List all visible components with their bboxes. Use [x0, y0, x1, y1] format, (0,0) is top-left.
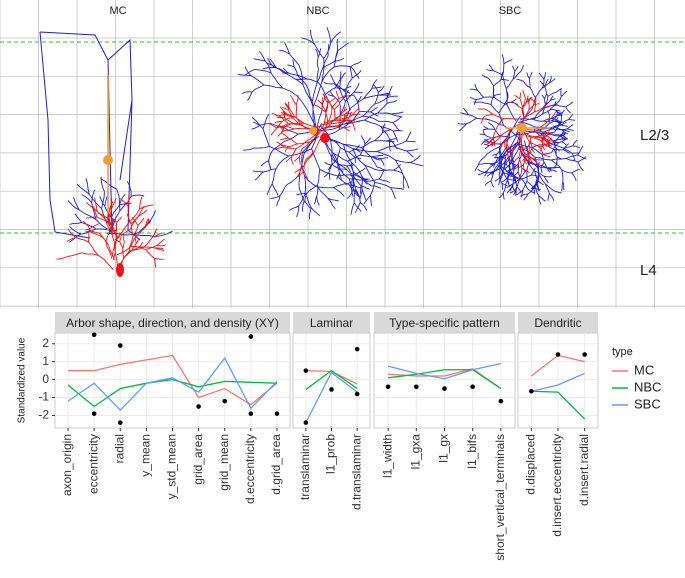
series-line [305, 369, 358, 390]
series-line [531, 372, 585, 392]
soma [320, 133, 330, 143]
dot [274, 411, 280, 416]
x-tick-label: l1_bifs [465, 434, 479, 469]
x-tick-label: grid_area [191, 434, 205, 485]
x-tick-label: short_vertical_terminals [493, 434, 507, 561]
neurite [237, 27, 424, 220]
strip [293, 312, 370, 333]
dot [582, 352, 587, 357]
strip [55, 312, 290, 333]
dot [222, 398, 228, 404]
y-tick-label: -2 [38, 408, 49, 422]
x-tick-label: d.displaced [524, 434, 538, 495]
strip [518, 312, 598, 333]
x-tick-label: y_mean [139, 434, 153, 477]
series-line [68, 354, 278, 406]
y-tick-label: 0 [42, 372, 49, 386]
x-tick-label: radial [112, 434, 126, 463]
legend-title: type [612, 346, 633, 358]
x-tick-label: axon_origin [60, 434, 74, 496]
strip [374, 312, 515, 333]
series-line [531, 390, 586, 420]
dot [117, 420, 123, 425]
x-tick-label: y_std_mean [165, 434, 179, 499]
column-label: SBC [499, 5, 522, 17]
dot [354, 391, 360, 397]
dot [470, 384, 476, 390]
y-tick-label: -1 [38, 390, 49, 404]
x-tick-label: d.translaminar [349, 434, 363, 510]
y-axis-label: Standardized value [17, 337, 28, 423]
x-tick-label: translaminar [298, 434, 312, 500]
dot [555, 352, 561, 357]
x-tick-label: l1_width [380, 434, 394, 478]
x-tick-label: grid_mean [217, 434, 231, 491]
legend-label: MC [634, 362, 654, 377]
strip-title: Laminar [310, 316, 353, 330]
axon [39, 31, 141, 241]
series-line [67, 356, 278, 412]
strip-title: Dendritic [534, 316, 581, 330]
strip-title: Type-specific pattern [389, 316, 500, 330]
x-tick-label: eccentricity [86, 434, 100, 494]
dot [354, 346, 360, 352]
dot [248, 334, 254, 339]
y-tick-label: 2 [42, 336, 49, 350]
series-line [305, 371, 358, 423]
series-line [387, 362, 502, 380]
x-tick-label: l1_gxa [408, 434, 422, 470]
x-tick-label: l1_prob [324, 434, 338, 474]
neuron-panel: MC NBC SBC L2/3 L4 [0, 0, 685, 308]
legend-label: NBC [634, 379, 661, 394]
dot [303, 368, 309, 373]
x-tick-label: l1_gx [437, 434, 451, 463]
series-line [67, 378, 277, 408]
dot [117, 343, 123, 348]
y-tick-label: 1 [42, 354, 49, 368]
column-label: NBC [306, 5, 329, 17]
soma [517, 123, 527, 133]
column-label: MC [109, 5, 126, 17]
strip-title: Arbor shape, direction, and density (XY) [66, 316, 279, 330]
neurite [56, 194, 167, 271]
dot [248, 411, 254, 416]
series-line [305, 369, 358, 385]
chart: Arbor shape, direction, and density (XY)… [17, 312, 661, 561]
x-tick-label: d.insert.radial [577, 434, 591, 506]
layer-label: L4 [640, 262, 657, 279]
dot [442, 386, 447, 391]
dot [529, 388, 534, 394]
dot [498, 398, 504, 404]
layer-label: L2/3 [640, 127, 669, 144]
soma [309, 127, 317, 135]
x-tick-label: d.grid_area [269, 434, 283, 495]
neurite [268, 90, 361, 179]
series-line [388, 369, 502, 390]
x-tick-label: d.eccentricity [243, 434, 257, 504]
soma [103, 155, 113, 165]
dot [414, 384, 419, 390]
neurite [67, 176, 173, 243]
x-tick-label: d.insert.eccentricity [550, 434, 564, 537]
dot [91, 411, 97, 416]
dot [91, 332, 97, 338]
dot [329, 387, 334, 392]
dot [196, 404, 201, 409]
dot [303, 420, 309, 425]
legend-label: SBC [634, 396, 661, 411]
soma [116, 263, 124, 277]
dot [385, 384, 391, 390]
